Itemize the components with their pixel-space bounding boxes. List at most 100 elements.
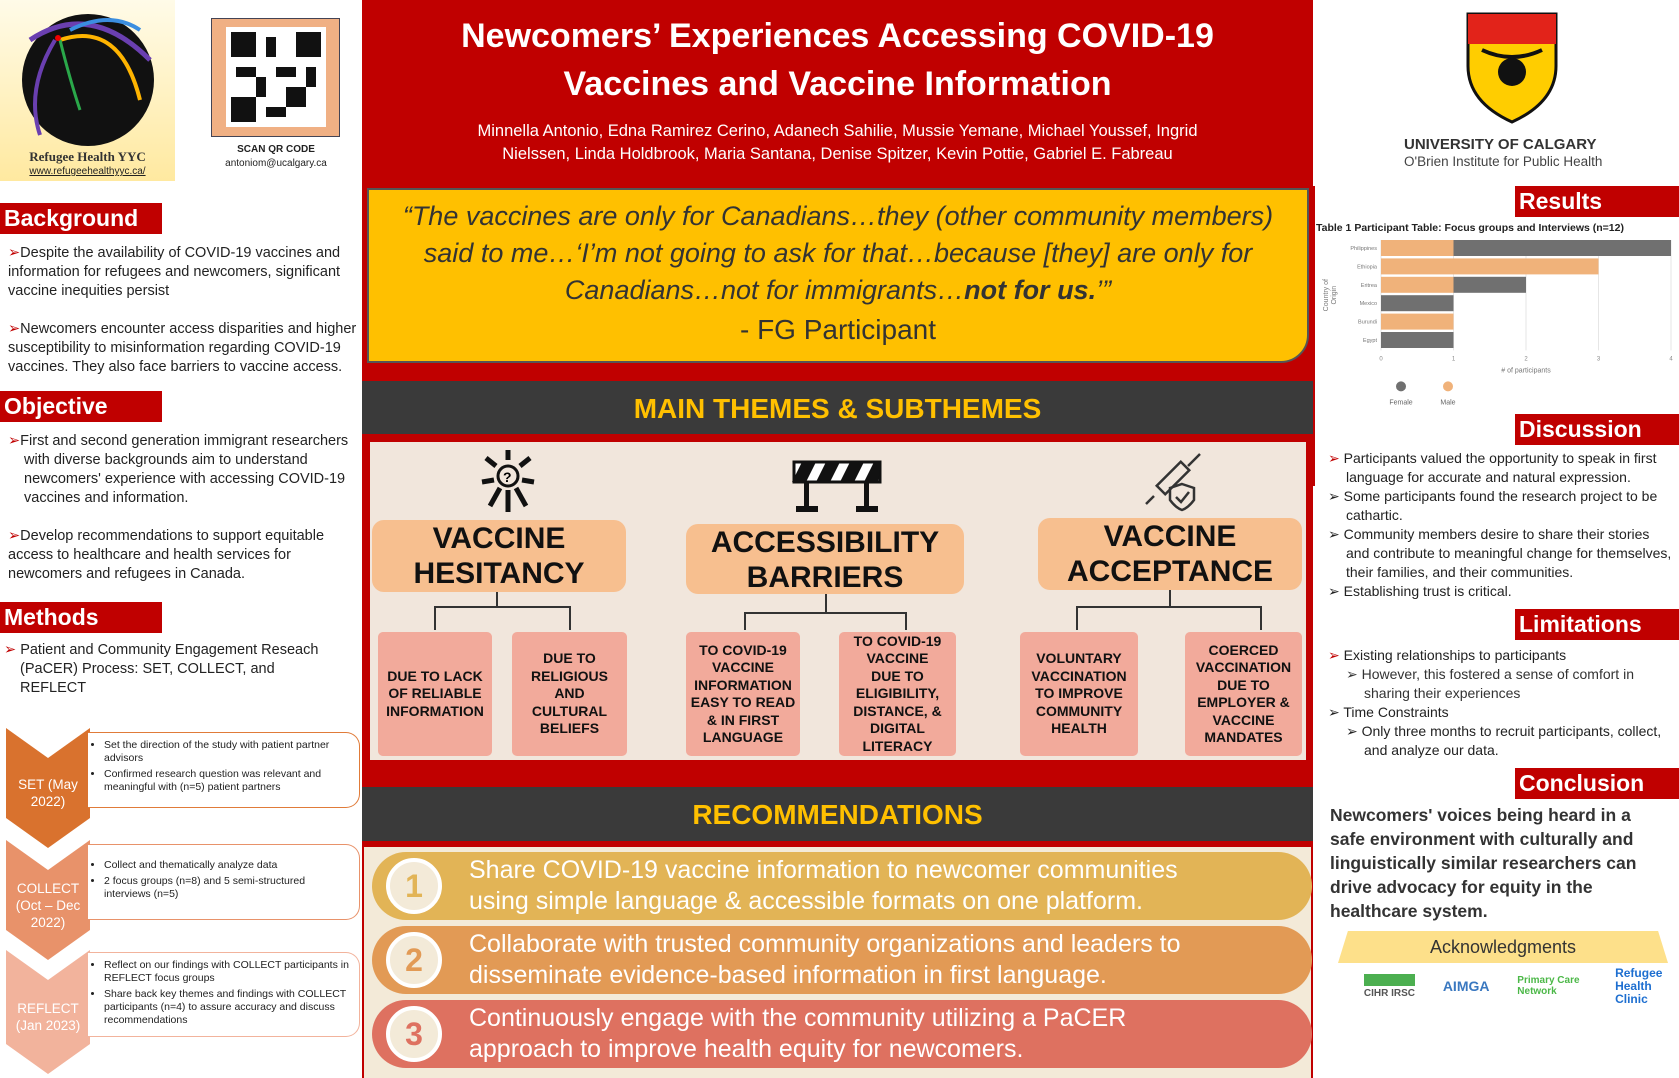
x-tick-label: 2 xyxy=(1524,356,1528,362)
globe-icon xyxy=(22,14,154,146)
discussion-list: ➢ Participants valued the opportunity to… xyxy=(1328,449,1676,601)
step-box-collect: Collect and thematically analyze data 2 f… xyxy=(88,844,360,920)
bar-male xyxy=(1381,258,1599,275)
qr-label: SCAN QR CODE xyxy=(237,144,315,155)
refugee-health-logo: Refugee Health YYC www.refugeehealthyyc.… xyxy=(0,0,175,181)
discussion-row: ➢ Some participants found the research p… xyxy=(1328,487,1676,525)
subtheme-line: INFORMATION xyxy=(694,676,792,693)
subtheme-line: MANDATES xyxy=(1204,729,1283,745)
arrow-bullet-icon: ➢ xyxy=(1346,723,1362,739)
legend-label: Female xyxy=(1389,399,1412,406)
subtheme-line: HEALTH xyxy=(1051,720,1107,737)
title-line: Vaccines and Vaccine Information xyxy=(563,65,1112,103)
subtheme-line: TO COVID-19 xyxy=(853,632,942,649)
arrow-bullet-icon: ➢ xyxy=(8,245,21,261)
subtheme-box: COERCED VACCINATION DUE TO EMPLOYER & VACCIN… xyxy=(1185,632,1302,756)
pcn-logo: Primary Care Network xyxy=(1517,975,1580,997)
arrow-bullet-icon: ➢ xyxy=(1328,704,1344,720)
university-logo: UNIVERSITY OF CALGARY O'Brien Institute … xyxy=(1390,6,1650,171)
limitation-row: ➢ Existing relationships to participants xyxy=(1328,646,1676,665)
subtheme-line: VACCINE xyxy=(1212,711,1275,728)
logo-name: Refugee Health YYC xyxy=(29,149,146,164)
limitation-row: ➢ Only three months to recruit participa… xyxy=(1328,722,1676,760)
x-tick-label: 1 xyxy=(1452,356,1456,362)
methods-intro-text: Patient and Community Engagement Reseach… xyxy=(20,642,319,696)
subtheme-line: VACCINATION xyxy=(1031,667,1127,684)
subtheme-line: DIGITAL xyxy=(870,720,925,737)
subtheme-box: DUE TO LACK OF RELIABLE INFORMATION xyxy=(378,632,492,756)
arrow-bullet-icon: ➢ xyxy=(1328,450,1344,466)
university-crest-icon xyxy=(1466,12,1558,124)
subtheme-line: DUE TO xyxy=(1217,676,1270,693)
theme-title: BARRIERS xyxy=(746,561,904,594)
theme-title: ACCESSIBILITY xyxy=(710,526,940,559)
legend-marker xyxy=(1443,381,1453,392)
theme-title: VACCINE xyxy=(432,522,566,555)
chevron-arrows xyxy=(6,728,90,1074)
step-bullet: Confirmed research question was relevant… xyxy=(104,768,353,794)
limitation-row: ➢ Time Constraints xyxy=(1328,703,1676,722)
theme-vaccine-hesitancy: VACCINE HESITANCY xyxy=(372,520,626,592)
subtheme-box: TO COVID-19 VACCINE DUE TO ELIGIBILITY, DIST… xyxy=(839,632,956,756)
themes-heading: MAIN THEMES & SUBTHEMES xyxy=(362,381,1313,434)
left-text-column: Background ➢Despite the availability of … xyxy=(0,203,360,698)
contact-email[interactable]: antoniom@ucalgary.ca xyxy=(225,158,327,169)
results-heading: Results xyxy=(1515,186,1679,217)
title-line: Newcomers’ Experiences Accessing COVID-1… xyxy=(461,17,1214,55)
arrow-bullet-icon: ➢ xyxy=(8,321,21,337)
syringe-shield-icon xyxy=(1145,453,1201,512)
arrow-bullet-icon: ➢ xyxy=(1328,488,1344,504)
aimga-logo: AIMGA xyxy=(1442,978,1490,994)
x-tick-label: 4 xyxy=(1669,356,1673,362)
quote-attribution: - FG Participant xyxy=(739,314,937,345)
arrow-bullet-icon: ➢ xyxy=(8,528,21,544)
authors-line: Nielssen, Linda Holdbrook, Maria Santana… xyxy=(502,145,1173,163)
subtheme-line: CULTURAL xyxy=(531,702,608,719)
arrow-bullet-icon: ➢ xyxy=(1328,526,1344,542)
logo-url-link[interactable]: www.refugeehealthyyc.ca/ xyxy=(29,166,146,177)
quote-text: “The vaccines are only for Canadians…the… xyxy=(402,201,1274,305)
background-text: ➢Despite the availability of COVID-19 va… xyxy=(8,244,358,377)
step-bullet: Share back key themes and findings with … xyxy=(104,988,353,1027)
step-box-reflect: Reflect on our findings with COLLECT par… xyxy=(88,952,360,1037)
x-tick-label: 0 xyxy=(1379,356,1383,362)
step-label-set: SET (May 2022) xyxy=(18,777,78,809)
right-text-column: Discussion ➢ Participants valued the opp… xyxy=(1320,414,1679,1009)
objective-text: ➢First and second generation immigrant r… xyxy=(8,432,358,584)
subtheme-line: RELIGIOUS xyxy=(530,667,608,684)
arrow-bullet-icon: ➢ xyxy=(1328,583,1344,599)
step-bullet: Collect and thematically analyze data xyxy=(104,859,353,872)
subtheme-line: TO IMPROVE xyxy=(1035,685,1123,702)
svg-text:?: ? xyxy=(503,469,512,485)
discussion-row: ➢ Participants valued the opportunity to… xyxy=(1328,449,1676,487)
limitation-item: Existing relationships to participants xyxy=(1343,647,1567,663)
cihr-logo: CIHR IRSC xyxy=(1363,973,1416,999)
background-item-row: ➢Despite the availability of COVID-19 va… xyxy=(8,244,358,301)
subtheme-line: AND xyxy=(554,685,585,702)
quote-box: “The vaccines are only for Canadians…the… xyxy=(367,188,1309,363)
chart-title: Table 1 Participant Table: Focus groups … xyxy=(1316,222,1624,234)
conclusion-text: Newcomers' voices being heard in a safe … xyxy=(1330,805,1637,921)
authors: Minnella Antonio, Edna Ramirez Cerino, A… xyxy=(362,120,1313,166)
qr-code[interactable] xyxy=(211,18,340,137)
acknowledgments-heading: Acknowledgments xyxy=(1429,937,1577,957)
discussion-row: ➢ Establishing trust is critical. xyxy=(1328,582,1676,601)
background-heading: Background xyxy=(0,203,162,234)
objective-heading: Objective xyxy=(0,391,162,422)
conclusion-heading: Conclusion xyxy=(1515,768,1679,799)
subtheme-line: TO COVID-19 xyxy=(699,641,787,658)
step-bullet: 2 focus groups (n=8) and 5 semi-structur… xyxy=(104,875,353,901)
objective-item-row: ➢First and second generation immigrant r… xyxy=(8,432,358,508)
discussion-item: Establishing trust is critical. xyxy=(1343,583,1512,599)
discussion-row: ➢ Community members desire to share thei… xyxy=(1328,525,1676,582)
recommendation-item: 2 Collaborate with trusted community orga… xyxy=(372,926,1312,994)
discussion-item: Participants valued the opportunity to s… xyxy=(1343,450,1657,485)
background-item-row: ➢Newcomers encounter access disparities … xyxy=(8,320,358,377)
rec-line: using simple language & accessible forma… xyxy=(469,887,1143,915)
university-name: UNIVERSITY OF CALGARY xyxy=(1404,136,1597,153)
barrier-icon xyxy=(792,460,882,512)
methods-heading: Methods xyxy=(0,602,162,633)
bar-male xyxy=(1381,313,1454,330)
x-axis-label: # of participants xyxy=(1501,367,1551,374)
step-box-set: Set the direction of the study with pati… xyxy=(88,732,360,808)
